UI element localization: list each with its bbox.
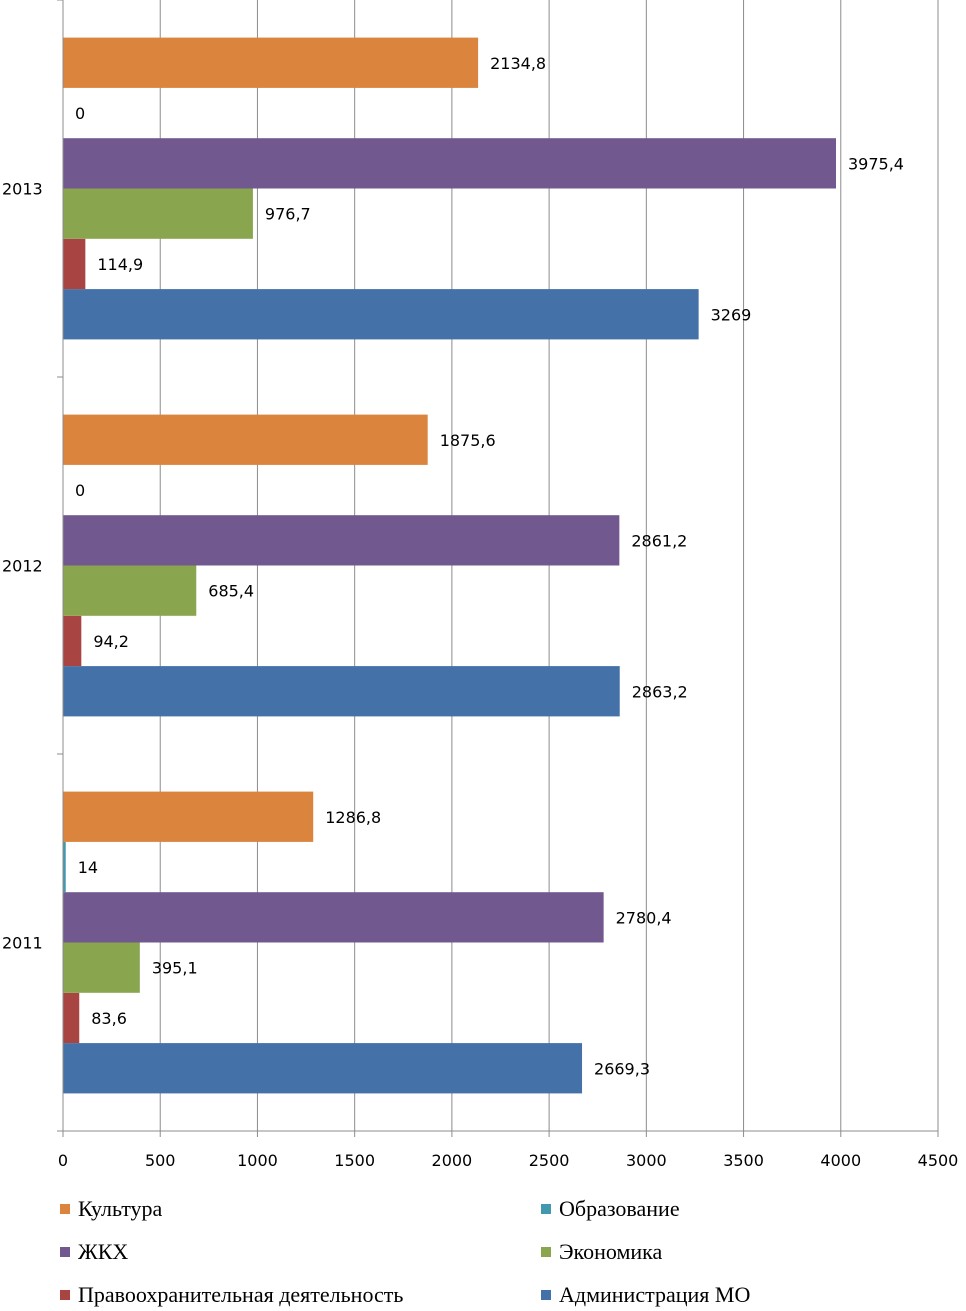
bar (63, 138, 836, 189)
data-label: 0 (75, 481, 85, 500)
x-tick-label: 2000 (432, 1151, 473, 1170)
x-tick-label: 0 (58, 1151, 68, 1170)
legend-item-kultura: Культура (60, 1196, 162, 1222)
legend-swatch (541, 1204, 551, 1214)
x-tick-label: 4000 (820, 1151, 861, 1170)
x-tick-label: 2500 (529, 1151, 570, 1170)
legend-label: Образование (559, 1196, 680, 1221)
legend-swatch (60, 1290, 70, 1300)
bar (63, 414, 428, 465)
bar (63, 992, 80, 1044)
data-label: 114,9 (97, 255, 143, 274)
bar (63, 565, 197, 616)
legend-swatch (60, 1247, 70, 1257)
bar (63, 37, 479, 88)
bar (63, 289, 699, 340)
bar (63, 615, 82, 667)
y-tick-label: 2011 (2, 934, 43, 953)
data-label: 2863,2 (632, 682, 688, 701)
data-label: 83,6 (91, 1009, 127, 1028)
bar (63, 666, 620, 717)
data-label: 2861,2 (631, 531, 687, 550)
legend-swatch (60, 1204, 70, 1214)
x-tick-label: 500 (145, 1151, 176, 1170)
legend: Культура Образование ЖКХ Экономика Право… (0, 1188, 966, 1311)
x-tick-label: 3000 (626, 1151, 667, 1170)
bar (63, 892, 604, 943)
legend-item-ekonomika: Экономика (541, 1239, 662, 1265)
legend-label: Культура (78, 1196, 163, 1221)
data-label: 2669,3 (594, 1059, 650, 1078)
legend-label: ЖКХ (78, 1239, 129, 1264)
data-label: 976,7 (265, 205, 311, 224)
data-label: 1286,8 (325, 808, 381, 827)
legend-item-obrazovanie: Образование (541, 1196, 680, 1222)
legend-label: Администрация МО (559, 1282, 751, 1307)
legend-swatch (541, 1247, 551, 1257)
data-label: 0 (75, 104, 85, 123)
bar (63, 1043, 583, 1094)
bar (63, 942, 140, 993)
data-label: 2780,4 (616, 908, 672, 927)
legend-label: Экономика (559, 1239, 663, 1264)
bar-chart: 2669,3 83,6 395,1 2780,4 14 1286,8 2011 2863,2 9… (2, 0, 959, 1170)
bar (63, 841, 66, 893)
data-label: 395,1 (152, 959, 198, 978)
legend-item-administratsiya: Администрация МО (541, 1282, 750, 1308)
data-label: 3269 (711, 305, 752, 324)
data-label: 94,2 (93, 632, 129, 651)
legend-item-pravoohranitelnaya: Правоохранительная деятельность (60, 1282, 403, 1308)
x-tick-label: 3500 (723, 1151, 764, 1170)
legend-item-zhkh: ЖКХ (60, 1239, 128, 1265)
bar (63, 515, 620, 566)
x-tick-label: 4500 (918, 1151, 959, 1170)
data-label: 14 (78, 858, 98, 877)
bar (63, 791, 314, 842)
x-tick-label: 1500 (334, 1151, 375, 1170)
y-tick-label: 2013 (2, 180, 43, 199)
data-label: 685,4 (208, 582, 254, 601)
bar (63, 238, 86, 290)
data-label: 3975,4 (848, 154, 904, 173)
x-tick-label: 1000 (237, 1151, 278, 1170)
data-label: 2134,8 (490, 54, 546, 73)
data-label: 1875,6 (440, 431, 496, 450)
y-tick-label: 2012 (2, 557, 43, 576)
legend-swatch (541, 1290, 551, 1300)
bar (63, 188, 253, 239)
legend-label: Правоохранительная деятельность (78, 1282, 404, 1307)
